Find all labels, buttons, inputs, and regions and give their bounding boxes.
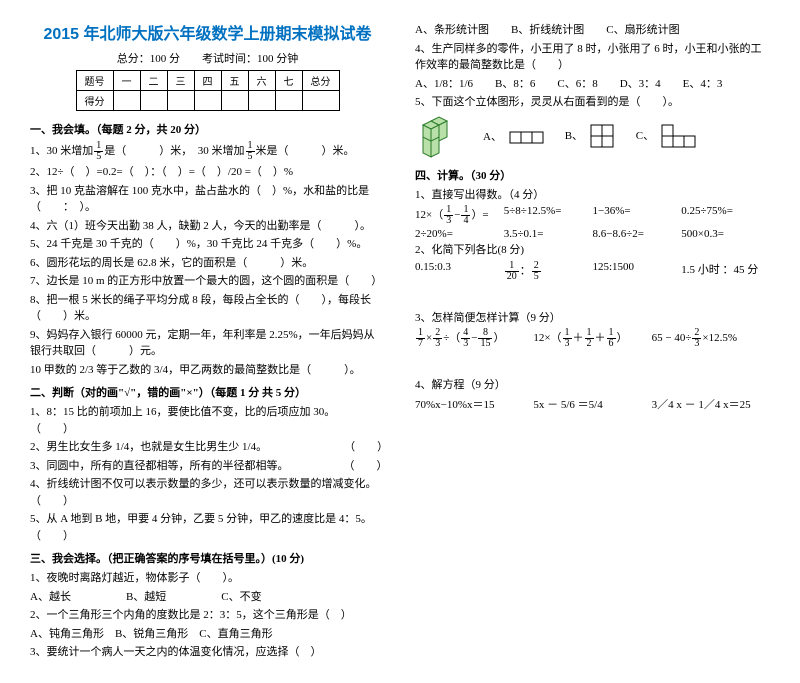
j3: 3、同圆中，所有的直径都相等，所有的半径都相等。 （ ） bbox=[30, 458, 385, 475]
s4: 4、生产同样多的零件，小王用了 8 时，小张用了 6 时，小王和小张的工作效率的… bbox=[415, 41, 770, 74]
q10: 10 甲数的 2/3 等于乙数的 3/4，甲乙两数的最简整数比是（ ）。 bbox=[30, 362, 385, 379]
calc-row-5: 70%x−10%x＝15 5x － 5/6 ＝5/4 3／4 x － 1／4 x… bbox=[415, 396, 770, 412]
j5: 5、从 A 地到 B 地，甲要 4 分钟，乙要 5 分钟，甲乙的速度比是 4：5… bbox=[30, 511, 385, 544]
th: 四 bbox=[194, 71, 221, 91]
s2: 2、一个三角形三个内角的度数比是 2：3：5，这个三角形是（ ） bbox=[30, 607, 385, 624]
q1: 1、30 米增加15是（ ）米， 30 米增加15米是（ ）米。 bbox=[30, 141, 385, 162]
section-4: 四、计算。（30 分） bbox=[415, 167, 770, 183]
q9: 9、妈妈存入银行 60000 元，定期一年，年利率是 2.25%，一年后妈妈从银… bbox=[30, 327, 385, 360]
opt-b-label: B、 bbox=[565, 130, 583, 142]
j1: 1、8：15 比的前项加上 16，要使比值不变，比的后项应加 30。 （ ） bbox=[30, 404, 385, 437]
q3: 3、把 10 克盐溶解在 100 克水中，盐占盐水的（ ）%，水和盐的比是（ ：… bbox=[30, 183, 385, 216]
q2: 2、12÷（ ）=0.2=（ ）：（ ）=（ ）/20 =（ ）% bbox=[30, 164, 385, 181]
s1: 1、夜晚时离路灯越近，物体影子（ ）。 bbox=[30, 570, 385, 587]
option-c-icon bbox=[661, 124, 697, 150]
score-table: 题号 一 二 三 四 五 六 七 总分 得分 bbox=[76, 70, 340, 111]
opt-c-label: C、 bbox=[636, 130, 654, 142]
option-b-icon bbox=[590, 124, 616, 150]
section-1: 一、我会填。（每题 2 分，共 20 分） bbox=[30, 121, 385, 137]
th: 六 bbox=[248, 71, 275, 91]
c4: 4、解方程（9 分） bbox=[415, 377, 770, 394]
right-column: A、条形统计图 B、折线统计图 C、扇形统计图 4、生产同样多的零件，小王用了 … bbox=[415, 20, 770, 663]
s2o: A、钝角三角形 B、锐角三角形 C、直角三角形 bbox=[30, 626, 385, 643]
j4: 4、折线统计图不仅可以表示数量的多少，还可以表示数量的增减变化。（ ） bbox=[30, 476, 385, 509]
s5: 5、下面这个立体图形，灵灵从右面看到的是（ ）。 bbox=[415, 94, 770, 111]
q6: 6、圆形花坛的周长是 62.8 米，它的面积是（ ）米。 bbox=[30, 255, 385, 272]
subtitle: 总分：100 分 考试时间：100 分钟 bbox=[30, 50, 385, 66]
calc-row-3: 0.15:0.3 120：25 125:1500 1.5 小时 ：45 分 bbox=[415, 261, 770, 282]
option-a-icon bbox=[509, 131, 545, 145]
s3: 3、要统计一个病人一天之内的体温变化情况，应选择（ ） bbox=[30, 644, 385, 661]
section-2: 二、判断（对的画"√"，错的画"×"）（每题 1 分 共 5 分） bbox=[30, 384, 385, 400]
th: 五 bbox=[221, 71, 248, 91]
section-3: 三、我会选择。（把正确答案的序号填在括号里。）(10 分) bbox=[30, 550, 385, 566]
th: 一 bbox=[113, 71, 140, 91]
q7: 7、边长是 10 m 的正方形中放置一个最大的圆，这个圆的面积是（ ） bbox=[30, 273, 385, 290]
td: 得分 bbox=[76, 91, 113, 111]
q4: 4、六（1）班今天出勤 38 人，缺勤 2 人，今天的出勤率是（ ）。 bbox=[30, 218, 385, 235]
cube-figure-icon bbox=[415, 115, 463, 159]
th: 总分 bbox=[302, 71, 339, 91]
shape-options: A、 B、 C、 bbox=[415, 115, 770, 159]
s1o: A、越长 B、越短 C、不变 bbox=[30, 589, 385, 606]
opt-a-label: A、 bbox=[483, 131, 502, 143]
th: 三 bbox=[167, 71, 194, 91]
calc-row-4: 17×23÷（43−815） 12×（13＋12＋16） 65 − 40÷23×… bbox=[415, 328, 770, 349]
j2: 2、男生比女生多 1/4，也就是女生比男生少 1/4。 （ ） bbox=[30, 439, 385, 456]
left-column: 2015 年北师大版六年级数学上册期末模拟试卷 总分：100 分 考试时间：10… bbox=[30, 20, 385, 663]
title: 2015 年北师大版六年级数学上册期末模拟试卷 bbox=[30, 20, 385, 44]
th: 二 bbox=[140, 71, 167, 91]
q5: 5、24 千克是 30 千克的（ ）%，30 千克比 24 千克多（ ）%。 bbox=[30, 236, 385, 253]
c3: 3、怎样简便怎样计算（9 分） bbox=[415, 310, 770, 327]
s3o: A、条形统计图 B、折线统计图 C、扇形统计图 bbox=[415, 22, 770, 39]
c1: 1、直接写出得数。（4 分） bbox=[415, 187, 770, 204]
c2: 2、化简下列各比(8 分) bbox=[415, 242, 770, 259]
th: 七 bbox=[275, 71, 302, 91]
th: 题号 bbox=[76, 71, 113, 91]
calc-row-1: 12×（13−14）= 5÷8÷12.5%= 1−36%= 0.25÷75%= bbox=[415, 205, 770, 226]
s4o: A、1/8：1/6 B、8：6 C、6：8 D、3：4 E、4：3 bbox=[415, 76, 770, 93]
calc-row-2: 2÷20%= 3.5÷0.1= 8.6−8.6÷2= 500×0.3= bbox=[415, 228, 770, 240]
q8: 8、把一根 5 米长的绳子平均分成 8 段，每段占全长的（ ），每段长（ ）米。 bbox=[30, 292, 385, 325]
